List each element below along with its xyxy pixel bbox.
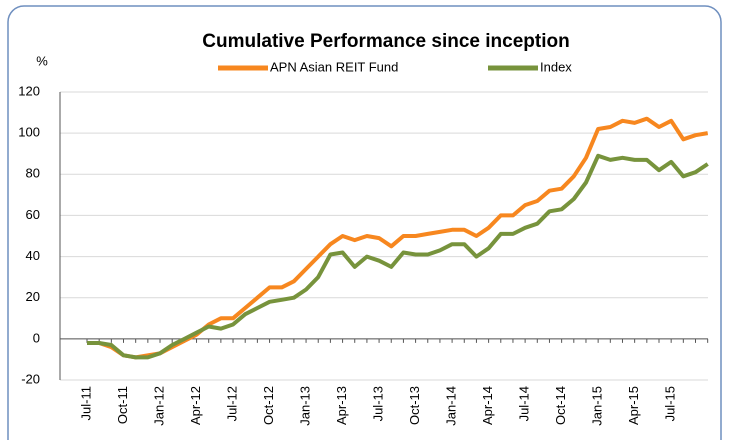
- y-tick-label: 60: [26, 207, 40, 222]
- x-tick-label: Apr-12: [188, 386, 203, 425]
- y-tick-label: 40: [26, 248, 40, 263]
- y-tick-label: 120: [18, 83, 40, 98]
- chart-title: Cumulative Performance since inception: [202, 31, 569, 52]
- x-tick-label: Jul-13: [371, 386, 386, 421]
- x-tick-label: Oct-11: [115, 386, 130, 424]
- x-tick-label: Jul-11: [78, 386, 93, 420]
- y-axis-label: %: [36, 53, 48, 68]
- x-tick-label: Jul-12: [224, 386, 239, 421]
- x-tick-label: Apr-14: [480, 386, 495, 425]
- x-tick-label: Jul-14: [517, 386, 532, 421]
- x-tick-label: Jul-15: [663, 386, 678, 421]
- y-tick-label: 20: [26, 289, 40, 304]
- x-tick-label: Jan-13: [297, 386, 312, 426]
- series-line: [87, 153, 709, 360]
- x-tick-label: Apr-13: [334, 386, 349, 425]
- y-tick-label: 0: [33, 330, 40, 345]
- x-tick-label: Apr-15: [626, 386, 641, 425]
- x-tick-label: Jan-15: [590, 386, 605, 426]
- y-tick-label: 100: [18, 125, 40, 140]
- x-tick-label: Oct-13: [407, 386, 422, 425]
- legend-label: Index: [540, 59, 572, 74]
- y-tick-label: -20: [21, 371, 40, 386]
- x-tick-label: Oct-12: [261, 386, 276, 425]
- x-tick-label: Jan-12: [151, 386, 166, 426]
- x-tick-label: Jan-14: [444, 386, 459, 426]
- chart-border: [7, 5, 722, 440]
- y-tick-label: 80: [26, 166, 40, 181]
- x-tick-label: Oct-14: [553, 386, 568, 425]
- legend-label: APN Asian REIT Fund: [270, 59, 398, 74]
